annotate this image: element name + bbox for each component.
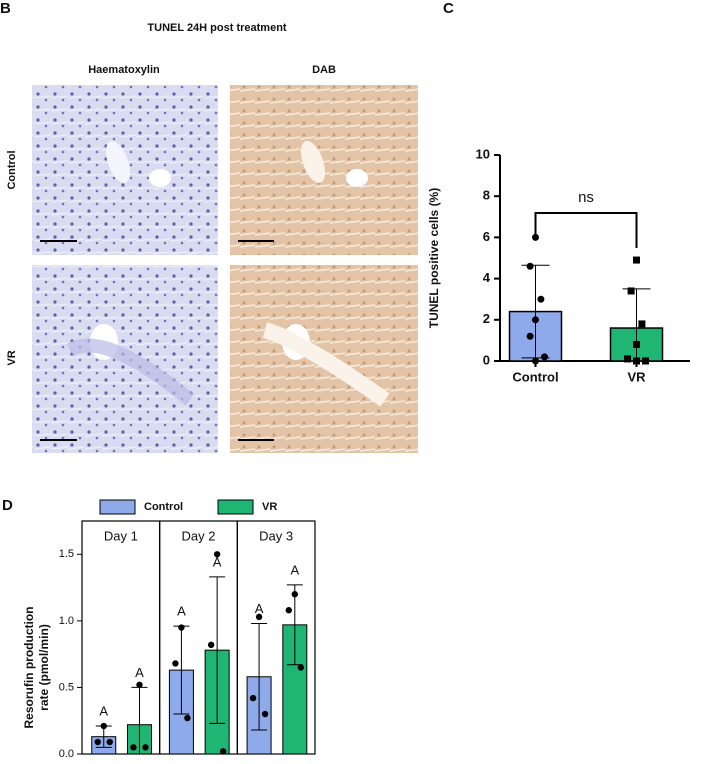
data-point bbox=[537, 295, 545, 303]
column-label: Haematoxylin bbox=[88, 64, 160, 76]
data-point bbox=[207, 641, 215, 649]
facet-frame bbox=[236, 520, 316, 755]
y-axis-label: rate (pmol/min) bbox=[37, 624, 51, 711]
y-tick-label: 2 bbox=[483, 311, 490, 326]
data-point bbox=[130, 744, 137, 751]
panel-letter: C bbox=[443, 0, 454, 17]
data-point bbox=[172, 660, 179, 667]
panel-letter: B bbox=[0, 0, 11, 17]
group-label: A bbox=[213, 554, 222, 569]
data-point bbox=[184, 714, 191, 722]
y-axis-label: Resorufin production bbox=[22, 607, 36, 729]
y-tick-label: 6 bbox=[483, 229, 490, 244]
data-point bbox=[638, 320, 646, 328]
group-label: A bbox=[135, 665, 144, 680]
x-tick-label: VR bbox=[627, 369, 646, 384]
data-point bbox=[526, 332, 534, 340]
data-point bbox=[633, 341, 640, 349]
data-point bbox=[627, 287, 635, 295]
group-label: A bbox=[290, 562, 299, 577]
data-point bbox=[142, 744, 149, 751]
data-point bbox=[213, 551, 221, 558]
data-point bbox=[94, 738, 101, 746]
data-point bbox=[178, 624, 185, 631]
legend-swatch bbox=[99, 499, 136, 515]
facet-label: Day 1 bbox=[104, 528, 138, 543]
y-tick-label: 0.0 bbox=[59, 748, 74, 760]
panel-title: TUNEL 24H post treatment bbox=[147, 22, 286, 34]
data-point bbox=[285, 607, 293, 614]
y-tick-label: 8 bbox=[483, 188, 490, 203]
row-label: VR bbox=[6, 350, 18, 365]
x-tick-label: Control bbox=[512, 369, 558, 384]
data-point bbox=[532, 233, 539, 241]
data-point bbox=[297, 664, 305, 671]
y-axis-label: TUNEL positive cells (%) bbox=[427, 188, 441, 328]
y-tick-label: 10 bbox=[476, 146, 490, 161]
panel-letter: D bbox=[2, 497, 13, 514]
legend-label: Control bbox=[144, 501, 183, 513]
column-label: DAB bbox=[312, 64, 336, 76]
data-point bbox=[136, 681, 143, 688]
data-point bbox=[541, 353, 548, 361]
data-point bbox=[633, 256, 640, 264]
group-label: A bbox=[255, 601, 264, 616]
data-point bbox=[100, 722, 107, 730]
group-label: A bbox=[99, 703, 108, 718]
data-point bbox=[261, 710, 269, 718]
legend-label: VR bbox=[262, 501, 277, 513]
micrographs bbox=[32, 85, 418, 453]
y-tick-label: 1.5 bbox=[59, 548, 74, 560]
legend-swatch bbox=[217, 499, 254, 515]
data-point bbox=[255, 613, 263, 621]
data-point bbox=[526, 262, 534, 270]
row-label: Control bbox=[6, 150, 18, 189]
data-point bbox=[291, 591, 299, 598]
data-point bbox=[624, 355, 631, 363]
data-point bbox=[106, 738, 113, 746]
facet-label: Day 2 bbox=[182, 528, 216, 543]
significance-label: ns bbox=[578, 189, 594, 206]
y-tick-label: 4 bbox=[483, 270, 491, 285]
y-tick-label: 1.0 bbox=[59, 615, 74, 627]
data-point bbox=[642, 357, 649, 365]
y-tick-label: 0.5 bbox=[59, 681, 74, 693]
group-label: A bbox=[177, 604, 186, 619]
data-point bbox=[249, 694, 257, 702]
data-point bbox=[219, 748, 227, 755]
facet-label: Day 3 bbox=[259, 528, 293, 543]
significance-bracket bbox=[534, 212, 638, 248]
y-tick-label: 0 bbox=[483, 352, 490, 367]
data-point bbox=[532, 316, 539, 324]
facet-frame bbox=[81, 520, 161, 755]
